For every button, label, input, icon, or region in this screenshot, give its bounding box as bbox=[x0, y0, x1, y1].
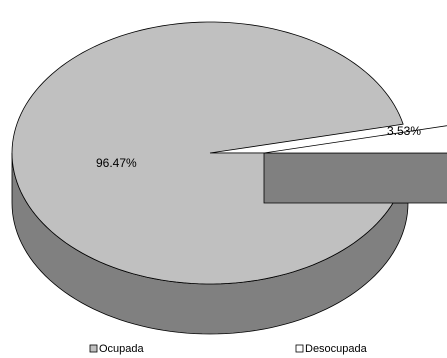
legend-label-ocupada: Ocupada bbox=[99, 343, 145, 355]
legend-label-desocupada: Desocupada bbox=[305, 343, 368, 355]
legend: Ocupada Desocupada bbox=[89, 343, 368, 355]
slice-desocupada bbox=[263, 125, 447, 154]
data-label-ocupada: 96.47% bbox=[96, 156, 137, 170]
slice-cut-desocupada bbox=[263, 152, 447, 204]
pie-slices bbox=[11, 21, 447, 335]
slice-ocupada bbox=[11, 21, 409, 285]
data-label-desocupada: 3.53% bbox=[387, 124, 421, 138]
legend-swatch-desocupada bbox=[295, 344, 304, 353]
legend-swatch-ocupada bbox=[89, 344, 98, 353]
